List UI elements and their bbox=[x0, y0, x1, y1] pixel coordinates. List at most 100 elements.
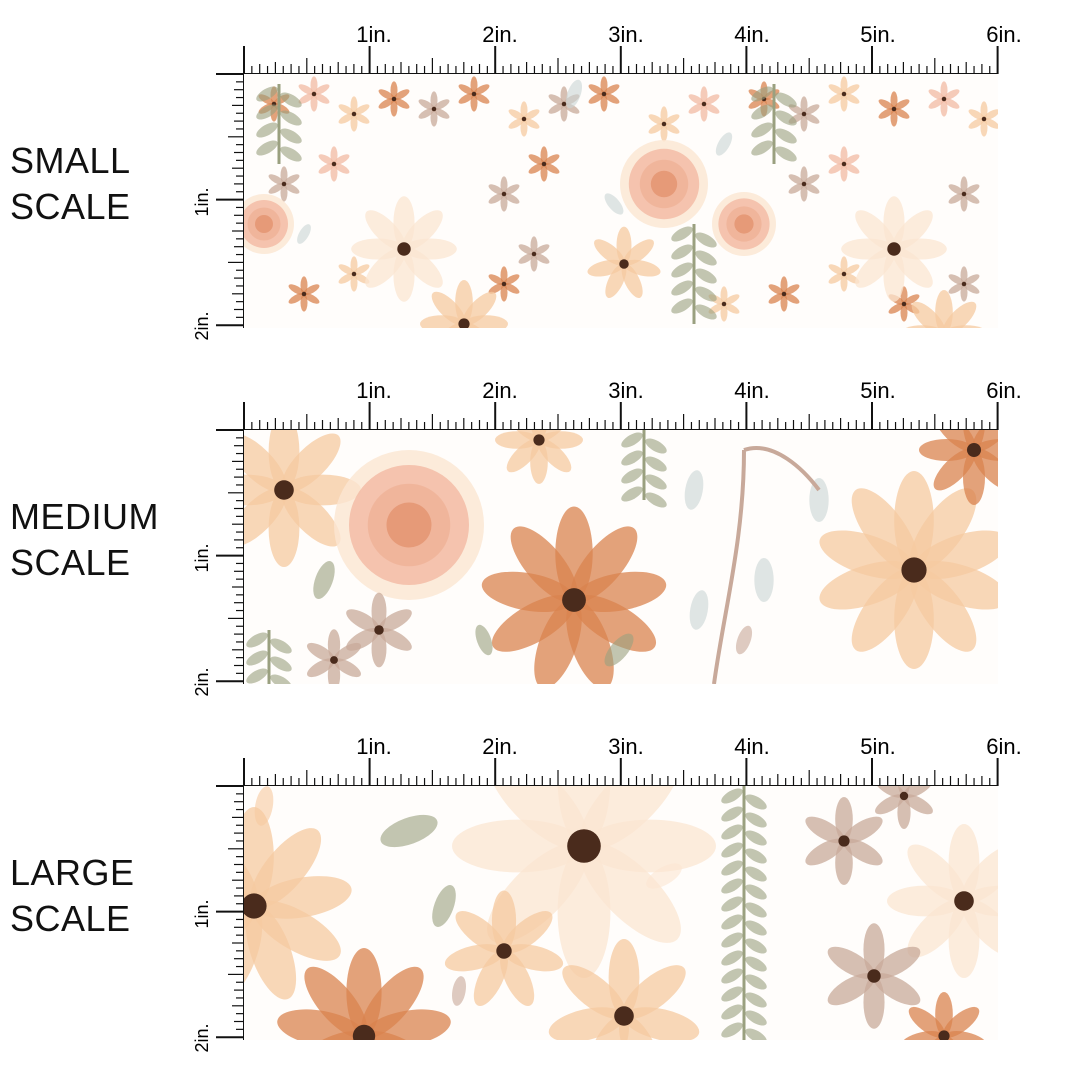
flower-shape bbox=[481, 506, 667, 684]
leaf-shape bbox=[721, 824, 743, 840]
flower-shape bbox=[338, 96, 370, 132]
leaf-shape bbox=[270, 656, 292, 672]
top-ruler-label: 3in. bbox=[608, 378, 643, 403]
leaf-shape bbox=[256, 122, 278, 138]
leaf-shape bbox=[432, 885, 456, 927]
leaf-shape bbox=[380, 814, 438, 848]
leaf-shape bbox=[735, 625, 753, 655]
leaf-shape bbox=[645, 492, 667, 508]
small-scale-section: SMALL SCALE 1in. 2in. 3in. 4in. 5in. 6in… bbox=[0, 0, 1080, 340]
ruler: 1in. 2in. 3in. 4in. 5in. 6in. 1in. 2in. bbox=[192, 734, 1022, 1052]
leaf-shape bbox=[621, 468, 643, 484]
flower-shape bbox=[488, 266, 520, 302]
leaf-shape bbox=[745, 938, 767, 954]
leaf-shape bbox=[604, 633, 634, 667]
leaf-shape bbox=[695, 286, 717, 302]
leaf-shape bbox=[695, 304, 717, 320]
flower-shape bbox=[788, 96, 820, 132]
leaf-shape bbox=[280, 128, 302, 144]
leaf-shape bbox=[671, 280, 693, 296]
top-ruler-label: 1in. bbox=[356, 378, 391, 403]
flower-shape bbox=[878, 91, 910, 127]
leaf-shape bbox=[745, 884, 767, 900]
flower-shape bbox=[306, 629, 362, 684]
leaf-shape bbox=[280, 146, 302, 162]
flower-shape bbox=[244, 807, 352, 1000]
leaf-shape bbox=[270, 674, 292, 684]
top-ruler-label: 4in. bbox=[734, 734, 769, 759]
flower-shape bbox=[875, 786, 933, 829]
top-ruler-label: 6in. bbox=[986, 734, 1021, 759]
flower-shape bbox=[458, 76, 490, 112]
leaf-shape bbox=[721, 860, 743, 876]
side-ruler-ticks bbox=[216, 785, 245, 1040]
leaf-shape bbox=[475, 624, 493, 656]
flower-shape bbox=[948, 266, 980, 302]
leaf-shape bbox=[256, 104, 278, 120]
leaf-shape bbox=[775, 92, 797, 108]
flower-shape bbox=[901, 992, 987, 1040]
flower-shape bbox=[827, 923, 921, 1029]
flower-shape bbox=[588, 76, 620, 112]
flower-shape bbox=[819, 471, 998, 669]
leaf-shape bbox=[745, 812, 767, 828]
flower-shape bbox=[318, 146, 350, 182]
side-ruler-label: 1in. bbox=[192, 543, 212, 572]
rose-shape bbox=[244, 194, 294, 254]
medium-scale-section: MEDIUM SCALE 1in. 2in. 3in. 4in. 5in. 6i… bbox=[0, 356, 1080, 696]
leaf-shape bbox=[745, 992, 767, 1008]
leaf-shape bbox=[751, 104, 773, 120]
flower-shape bbox=[841, 196, 947, 302]
leaf-shape bbox=[671, 226, 693, 242]
flower-shape bbox=[518, 236, 550, 272]
leaf-shape bbox=[721, 968, 743, 984]
leaf-shape bbox=[684, 470, 704, 510]
flower-shape bbox=[805, 797, 883, 885]
top-ruler-ticks bbox=[243, 758, 999, 787]
scale-label: LARGE SCALE bbox=[10, 850, 135, 942]
top-ruler-label: 1in. bbox=[356, 734, 391, 759]
leaf-shape bbox=[745, 1010, 767, 1026]
flower-shape bbox=[648, 106, 680, 142]
rose-shape bbox=[334, 450, 484, 600]
leaf-shape bbox=[313, 560, 335, 600]
scale-label: SMALL SCALE bbox=[10, 138, 131, 230]
leaf-shape bbox=[621, 450, 643, 466]
flower-shape bbox=[919, 430, 998, 505]
flower-shape bbox=[900, 290, 988, 328]
leaf-shape bbox=[721, 914, 743, 930]
side-ruler-label: 2in. bbox=[192, 311, 212, 340]
leaf-shape bbox=[270, 638, 292, 654]
flower-shape bbox=[587, 226, 661, 299]
leaf-shape bbox=[751, 122, 773, 138]
top-ruler-label: 6in. bbox=[986, 378, 1021, 403]
leaf-shape bbox=[280, 92, 302, 108]
scale-label-line1: MEDIUM bbox=[10, 496, 159, 537]
top-ruler-label: 3in. bbox=[608, 22, 643, 47]
leaf-shape bbox=[646, 863, 682, 889]
flower-shape bbox=[298, 76, 330, 112]
leaf-shape bbox=[775, 146, 797, 162]
side-ruler-label: 2in. bbox=[192, 667, 212, 696]
flower-shape bbox=[508, 101, 540, 137]
leaf-shape bbox=[256, 86, 278, 102]
scale-label-line2: SCALE bbox=[10, 898, 131, 939]
fabric-swatch bbox=[244, 786, 998, 1040]
leaf-shape bbox=[297, 224, 311, 244]
leaf-shape bbox=[645, 438, 667, 454]
scale-label-line1: LARGE bbox=[10, 852, 135, 893]
top-ruler-label: 2in. bbox=[482, 22, 517, 47]
leaf-shape bbox=[721, 878, 743, 894]
flower-shape bbox=[488, 176, 520, 212]
top-ruler-label: 2in. bbox=[482, 378, 517, 403]
leaf-shape bbox=[721, 986, 743, 1002]
floral-pattern-image bbox=[244, 430, 998, 684]
flower-shape bbox=[528, 146, 560, 182]
leaf-shape bbox=[721, 788, 743, 804]
leaf-shape bbox=[671, 298, 693, 314]
flower-shape bbox=[887, 824, 998, 978]
leaf-shape bbox=[721, 896, 743, 912]
flower-shape bbox=[420, 280, 508, 328]
leaf-shape bbox=[745, 866, 767, 882]
leaf-shape bbox=[775, 110, 797, 126]
